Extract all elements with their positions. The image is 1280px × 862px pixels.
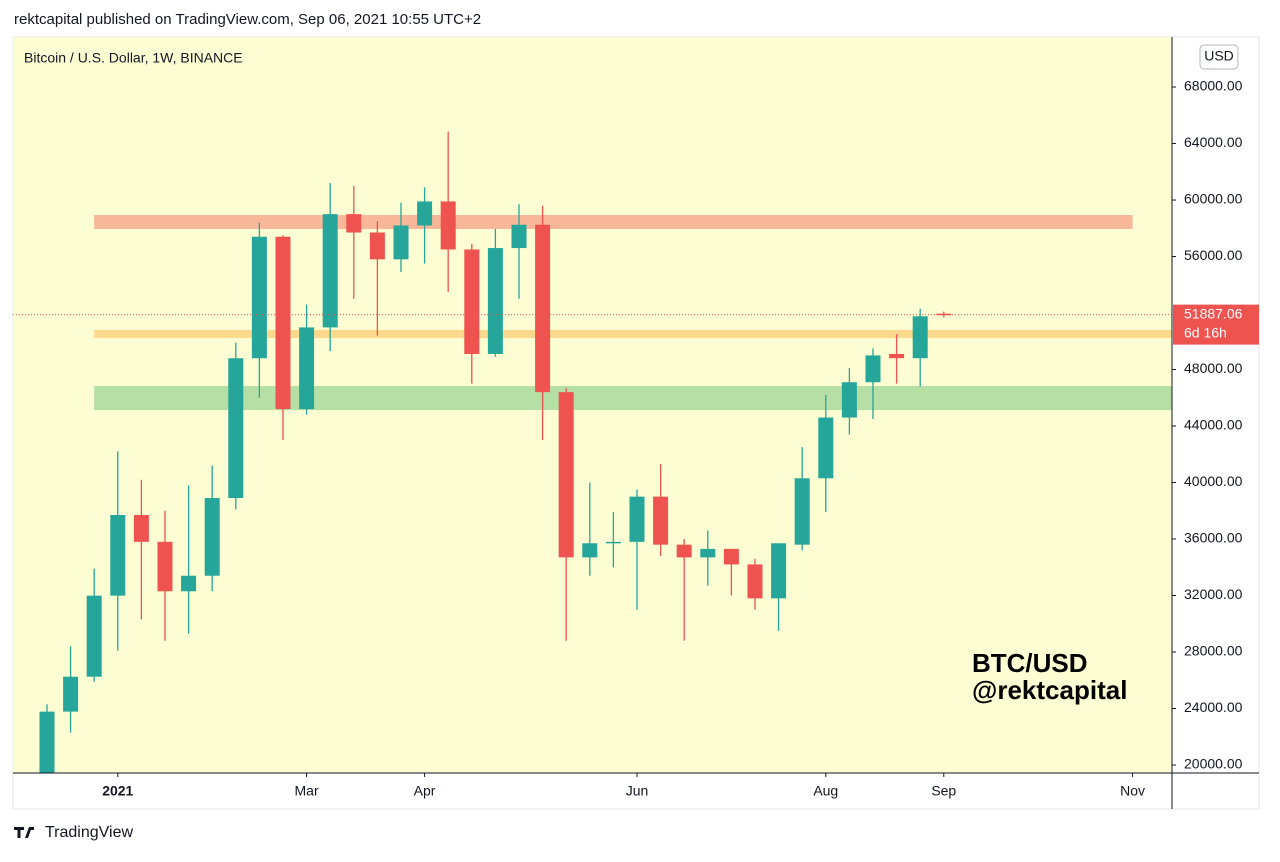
candle-body [440, 201, 456, 250]
y-tick-label: 24000.00 [1184, 699, 1243, 715]
candle-body [110, 515, 126, 596]
x-tick-label: Jun [626, 783, 649, 799]
candle-body [157, 541, 173, 592]
candle-body [39, 711, 55, 773]
candle-body [771, 543, 787, 599]
candle-body [63, 676, 79, 712]
x-tick-label: 2021 [102, 783, 133, 799]
candle-body [393, 225, 409, 260]
candle-body [464, 249, 480, 354]
y-tick-label: 64000.00 [1184, 134, 1243, 150]
header: rektcapital published on TradingView.com… [14, 11, 481, 28]
logo [14, 827, 34, 838]
candle-body [605, 541, 621, 544]
annotation: BTC/USD [972, 648, 1088, 678]
y-tick-label: 36000.00 [1184, 530, 1243, 546]
candle-body [582, 543, 598, 558]
countdown: 6d 16h [1184, 324, 1227, 340]
currency: USD [1204, 48, 1234, 64]
candle-body [369, 232, 385, 260]
y-tick-label: 68000.00 [1184, 78, 1243, 94]
candle-body [676, 544, 692, 558]
last-price-label: 51887.06 [1184, 305, 1243, 321]
candle-body [417, 201, 433, 226]
x-tick-label: Mar [295, 783, 319, 799]
candle-body [535, 224, 551, 393]
candle-body [912, 316, 928, 359]
candle-body [346, 214, 362, 233]
candle-body [653, 496, 669, 545]
chart-title: Bitcoin / U.S. Dollar, 1W, BINANCE [24, 50, 243, 66]
plot [13, 131, 1172, 773]
zone [94, 329, 1172, 339]
x-tick-label: Sep [931, 783, 956, 799]
currency-box[interactable] [1199, 44, 1239, 70]
x-tick-label: Nov [1120, 783, 1145, 799]
y-tick-label: 40000.00 [1184, 473, 1243, 489]
zone [94, 214, 1133, 229]
candle-body [228, 358, 244, 499]
candle-body [204, 498, 220, 576]
candle-body [747, 564, 763, 599]
candle-body [299, 327, 315, 410]
candle-body [133, 515, 149, 542]
candle-body [251, 236, 267, 359]
y-tick-label: 48000.00 [1184, 360, 1243, 376]
y-tick-label: 32000.00 [1184, 586, 1243, 602]
candle-body [322, 214, 338, 328]
candle-body [275, 236, 291, 410]
annotation: @rektcapital [972, 675, 1127, 705]
candle-body [181, 575, 197, 592]
candle-body [723, 548, 739, 565]
y-tick-label: 60000.00 [1184, 191, 1243, 207]
candle-body [889, 353, 905, 359]
x-tick-label: Apr [414, 783, 436, 799]
candle-body [558, 392, 574, 558]
candle-body [487, 248, 503, 354]
y-tick-label: 28000.00 [1184, 643, 1243, 659]
candle-body [629, 496, 645, 542]
candle-body [865, 355, 881, 383]
candle-body [86, 595, 102, 677]
y-tick-label: 56000.00 [1184, 247, 1243, 263]
y-tick-label: 44000.00 [1184, 417, 1243, 433]
candle-body [841, 382, 857, 418]
last-price-box [1173, 304, 1259, 345]
candle-body [794, 478, 810, 545]
zone [94, 386, 1172, 411]
y-tick-label: 20000.00 [1184, 756, 1243, 772]
candle-body [511, 224, 527, 249]
candle-body [818, 417, 834, 479]
candle-body [700, 548, 716, 558]
footer: TradingView [45, 824, 133, 841]
x-tick-label: Aug [813, 783, 838, 799]
